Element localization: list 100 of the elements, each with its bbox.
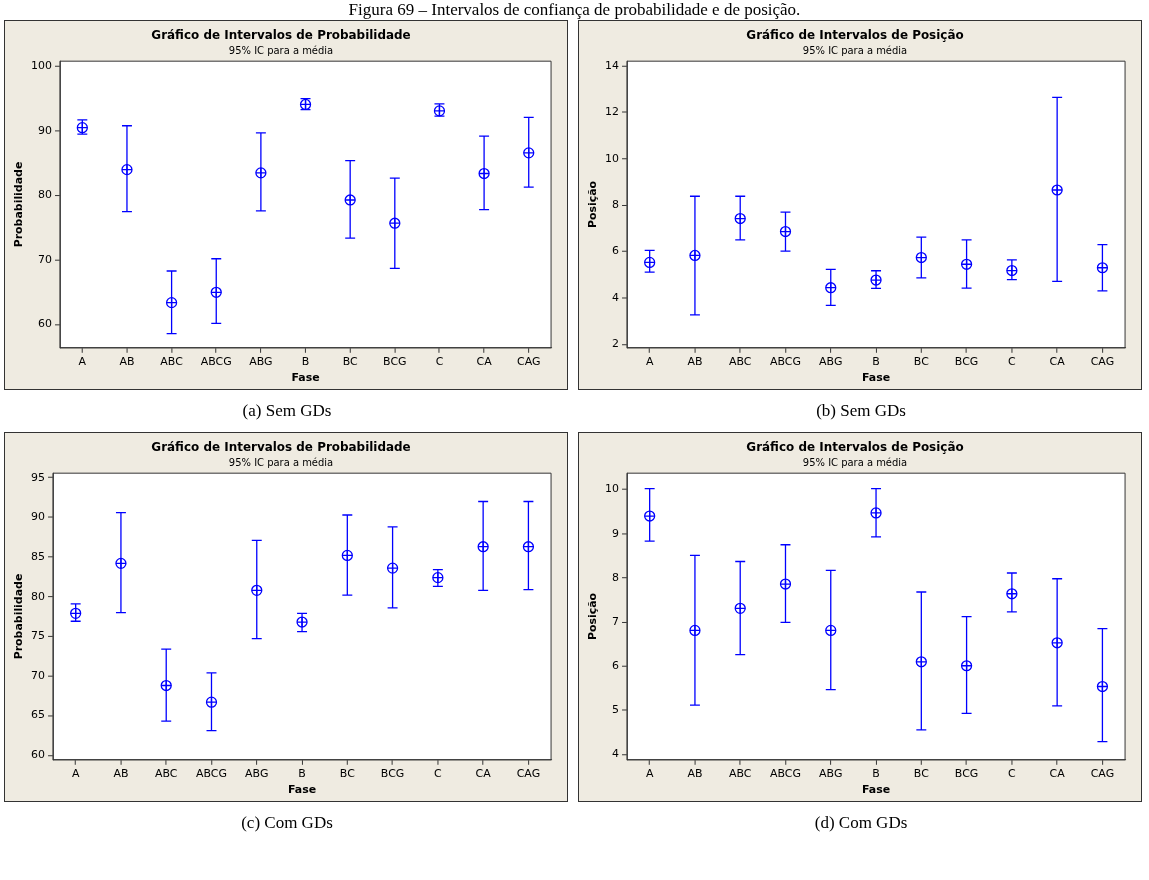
point: [644, 510, 656, 522]
x-tick-label: ABCG: [200, 355, 232, 369]
point: [734, 212, 746, 225]
y-tick-label: 80: [38, 188, 53, 202]
point: [1051, 184, 1063, 196]
x-tick-label: AB: [687, 767, 703, 781]
point: [70, 607, 82, 619]
y-tick-label: 10: [605, 151, 620, 165]
x-tick-label: C: [435, 355, 444, 369]
x-tick-label: ABC: [160, 355, 184, 369]
x-tick-label: CA: [476, 355, 493, 369]
text: Figura 69 – Intervalos de confiança de probabilidade e de posição.: [348, 0, 801, 19]
point: [825, 282, 837, 294]
text: (b) Sem GDs: [815, 400, 907, 422]
x-tick-label: C: [1008, 767, 1017, 781]
y-tick-label: 75: [31, 629, 46, 643]
point: [779, 578, 792, 590]
x-axis-title: Fase: [861, 783, 891, 797]
chart-subtitle: 95% IC para a média: [228, 456, 334, 468]
y-tick-label: 4: [612, 747, 620, 761]
x-tick-label: B: [872, 355, 880, 369]
x-tick-label: CAG: [517, 355, 541, 369]
x-tick-label: CA: [1049, 767, 1066, 781]
point: [689, 249, 701, 262]
y-tick-label: 65: [31, 708, 46, 722]
y-tick-label: 14: [605, 58, 620, 72]
y-tick-label: 70: [31, 668, 46, 682]
x-tick-label: BC: [339, 767, 356, 781]
point: [165, 297, 178, 309]
point: [1006, 264, 1018, 277]
y-tick-label: 8: [612, 570, 620, 584]
chart-title: Gráfico de Intervalos de Probabilidade: [151, 440, 411, 455]
point: [210, 286, 222, 298]
x-tick-label: BC: [913, 767, 930, 781]
point: [477, 541, 489, 553]
x-tick-label: CA: [1049, 355, 1066, 369]
y-tick-label: 6: [612, 659, 620, 673]
point: [960, 258, 973, 270]
y-tick-label: 90: [38, 123, 53, 137]
y-tick-label: 9: [612, 526, 620, 540]
point: [915, 656, 927, 668]
x-tick-label: BC: [342, 355, 359, 369]
y-tick-label: 5: [612, 703, 620, 717]
text: (d) Com GDs: [813, 812, 909, 834]
point: [251, 584, 263, 596]
chart-subtitle: 95% IC para a média: [802, 44, 908, 56]
x-tick-label: CAG: [1090, 767, 1115, 781]
point: [160, 679, 172, 692]
x-tick-label: C: [434, 767, 443, 781]
y-tick-label: 6: [612, 244, 620, 258]
x-tick-label: A: [645, 767, 654, 781]
point: [121, 164, 133, 176]
y-tick-label: 8: [612, 197, 620, 211]
x-tick-label: AB: [113, 767, 129, 781]
point: [255, 167, 267, 179]
point: [960, 660, 973, 672]
x-tick-label: A: [78, 355, 87, 369]
x-tick-label: BC: [913, 355, 930, 369]
point: [296, 616, 308, 628]
point: [1096, 262, 1109, 274]
x-tick-label: B: [301, 355, 310, 369]
point: [1096, 680, 1109, 693]
point: [734, 602, 746, 614]
point: [1006, 588, 1018, 600]
x-tick-label: ABG: [819, 355, 843, 369]
chart-title: Gráfico de Intervalos de Posição: [746, 440, 964, 455]
y-axis-title: Posição: [586, 180, 600, 229]
x-tick-label: ABCG: [770, 355, 801, 369]
x-tick-label: ABCG: [196, 767, 227, 781]
y-axis-title: Probabilidade: [12, 573, 26, 660]
x-tick-label: CAG: [1090, 355, 1115, 369]
x-tick-label: BCG: [954, 355, 979, 369]
point: [915, 251, 927, 264]
x-tick-label: B: [872, 767, 880, 781]
x-tick-label: ABG: [245, 767, 269, 781]
y-tick-label: 95: [31, 470, 46, 484]
x-axis-title: Fase: [291, 371, 320, 385]
x-tick-label: CA: [475, 767, 492, 781]
chart-title: Gráfico de Intervalos de Probabilidade: [151, 28, 411, 43]
y-tick-label: 80: [31, 589, 46, 603]
x-tick-label: BCG: [954, 767, 979, 781]
point: [386, 562, 399, 574]
y-tick-label: 90: [31, 510, 46, 524]
y-tick-label: 2: [612, 337, 620, 351]
y-tick-label: 12: [605, 105, 620, 119]
x-tick-label: BCG: [380, 767, 405, 781]
point: [870, 507, 882, 519]
point: [389, 217, 401, 229]
point: [1051, 637, 1063, 649]
y-tick-label: 7: [612, 614, 620, 628]
chart-title: Gráfico de Intervalos de Posição: [746, 28, 964, 43]
text: (a) Sem GDs: [241, 400, 333, 422]
point: [478, 167, 490, 180]
point: [341, 549, 353, 562]
x-tick-label: ABC: [728, 355, 752, 369]
x-tick-label: ABCG: [770, 767, 801, 781]
point: [205, 696, 218, 708]
point: [644, 256, 656, 269]
x-tick-label: AB: [119, 355, 135, 369]
chart-subtitle: 95% IC para a média: [802, 456, 908, 468]
